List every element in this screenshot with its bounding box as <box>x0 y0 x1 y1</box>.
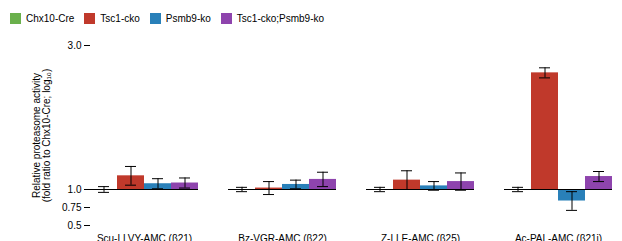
svg-text:0.5: 0.5 <box>68 220 82 231</box>
svg-text:0.75: 0.75 <box>62 202 82 213</box>
svg-text:Relative proteasome activity(f: Relative proteasome activity(fold ratio … <box>31 69 52 203</box>
svg-text:Scu-LLVY-AMC (β21): Scu-LLVY-AMC (β21) <box>97 233 192 241</box>
svg-text:Z-LLE-AMC (β25): Z-LLE-AMC (β25) <box>381 233 460 241</box>
html-text:Psmb9-ko: Psmb9-ko <box>165 13 211 24</box>
svg-text:1.0: 1.0 <box>68 184 82 195</box>
svg-text:Ac-PAL-AMC (β21i): Ac-PAL-AMC (β21i) <box>515 233 602 241</box>
svg-text:3.0: 3.0 <box>68 40 82 51</box>
html-text:Chx10-Cre: Chx10-Cre <box>26 13 75 24</box>
svg-text:Bz-VGR-AMC (β22): Bz-VGR-AMC (β22) <box>238 233 327 241</box>
html-text:Tsc1-cko;Psmb9-ko: Tsc1-cko;Psmb9-ko <box>236 13 325 24</box>
html-text:Tsc1-cko: Tsc1-cko <box>100 13 140 24</box>
